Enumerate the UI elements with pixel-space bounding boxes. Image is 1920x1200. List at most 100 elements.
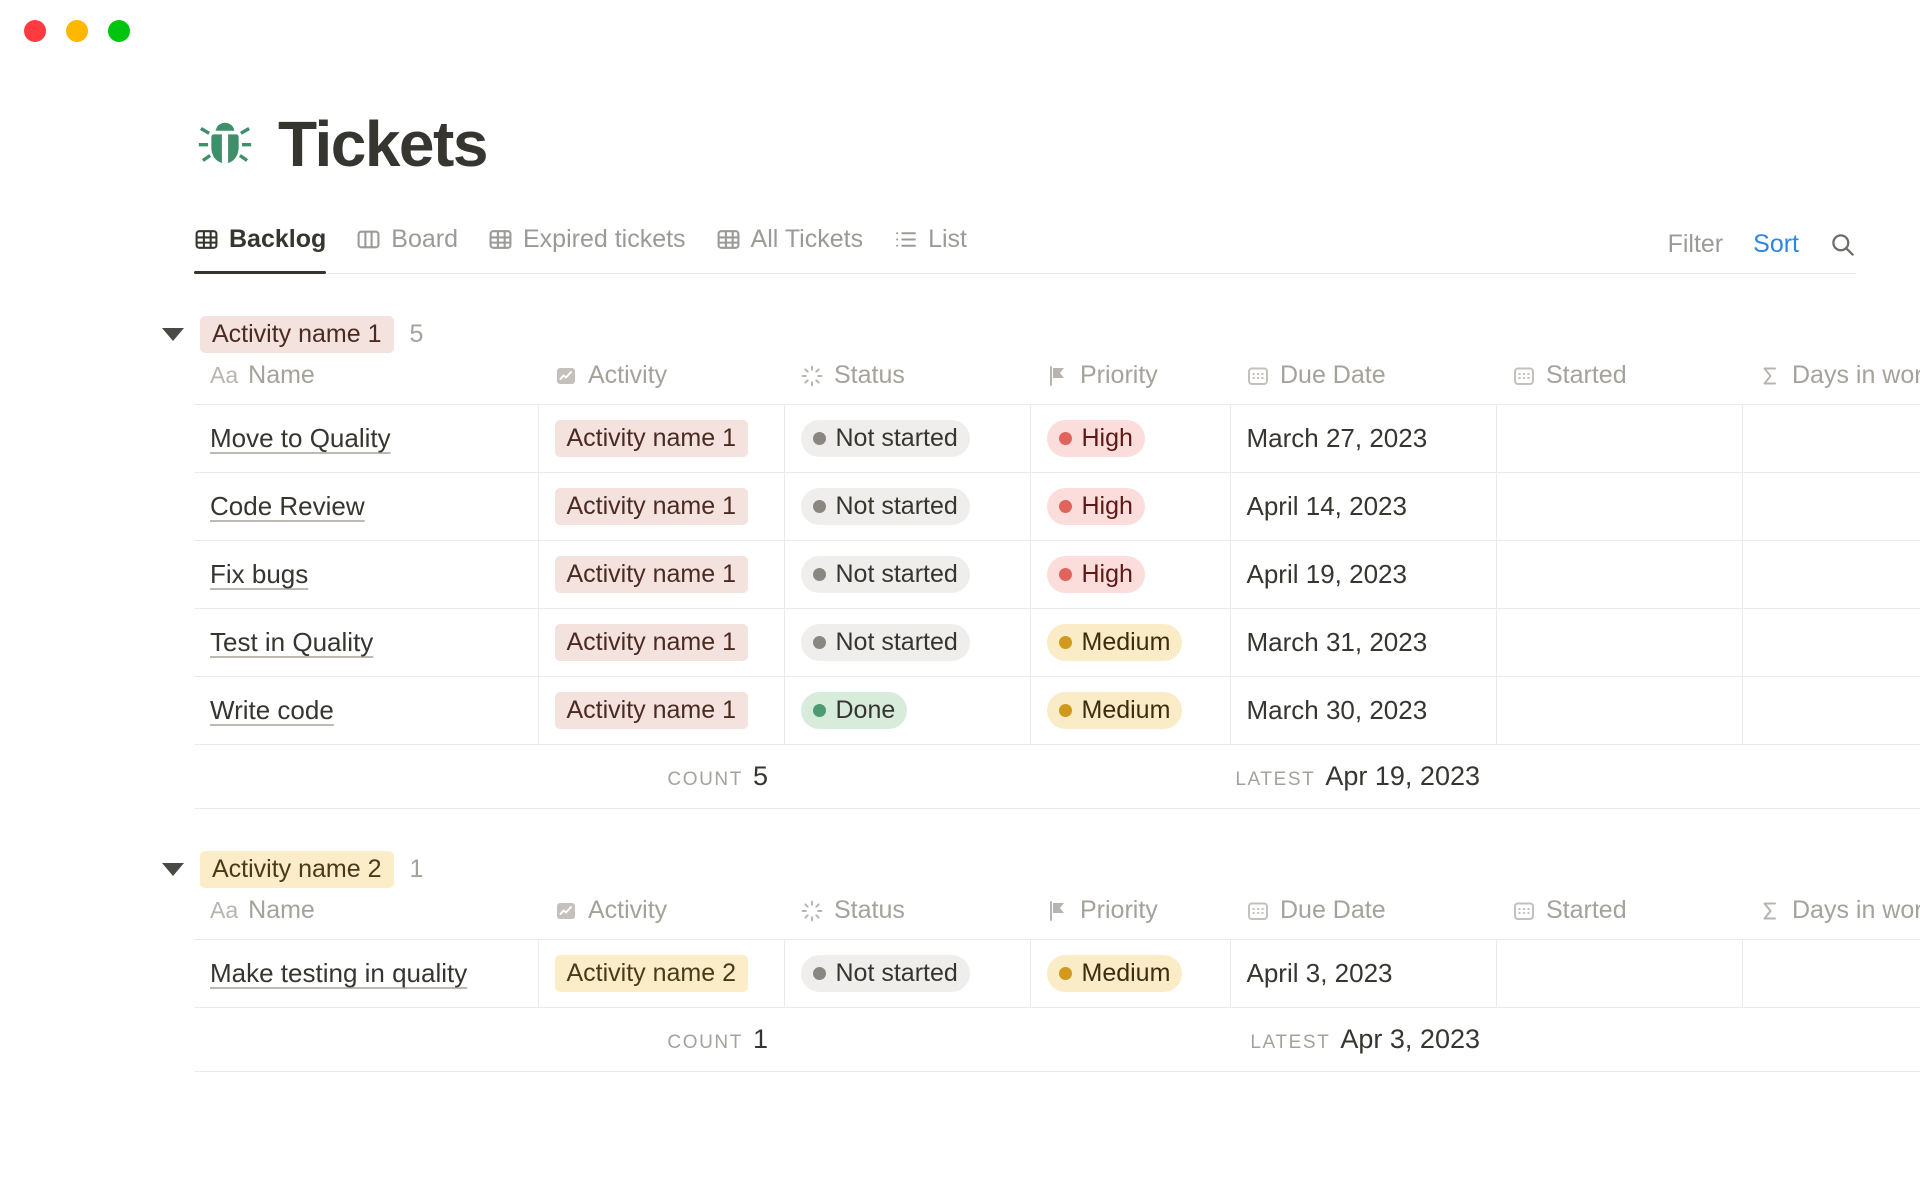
- table-row[interactable]: Write code Activity name 1 Done Medium March…: [194, 676, 1920, 745]
- column-header-due-date[interactable]: Due Date: [1230, 888, 1496, 940]
- column-header-priority[interactable]: Priority: [1030, 888, 1230, 940]
- column-header-status[interactable]: Status: [784, 888, 1030, 940]
- cell-activity[interactable]: Activity name 1: [538, 540, 785, 609]
- cell-due-date[interactable]: March 31, 2023: [1230, 608, 1497, 677]
- column-header-activity[interactable]: Activity: [538, 353, 784, 405]
- table-row[interactable]: Move to Quality Activity name 1 Not starte…: [194, 404, 1920, 473]
- cell-started[interactable]: [1496, 608, 1743, 677]
- search-icon[interactable]: [1829, 231, 1856, 258]
- cell-priority[interactable]: High: [1030, 472, 1231, 541]
- summary-empty-priority[interactable]: [1030, 744, 1230, 809]
- cell-name[interactable]: Fix bugs: [194, 540, 539, 609]
- cell-priority[interactable]: Medium: [1030, 608, 1231, 677]
- table-icon: [716, 227, 741, 252]
- summary-count-cell[interactable]: COUNT 5: [538, 744, 784, 809]
- summary-latest-cell[interactable]: LATEST Apr 19, 2023: [1230, 744, 1496, 809]
- cell-days-in-work[interactable]: [1742, 404, 1920, 473]
- summary-empty-priority[interactable]: [1030, 1007, 1230, 1072]
- tab-list[interactable]: List: [893, 218, 967, 273]
- tab-board-label: Board: [391, 224, 458, 253]
- row-title-link[interactable]: Test in Quality: [210, 627, 374, 657]
- cell-days-in-work[interactable]: [1742, 939, 1920, 1008]
- cell-activity[interactable]: Activity name 1: [538, 608, 785, 677]
- cell-status[interactable]: Not started: [784, 540, 1031, 609]
- cell-priority[interactable]: Medium: [1030, 939, 1231, 1008]
- filter-button[interactable]: Filter: [1667, 230, 1724, 258]
- cell-priority[interactable]: High: [1030, 540, 1231, 609]
- cell-activity[interactable]: Activity name 1: [538, 676, 785, 745]
- column-header-status[interactable]: Status: [784, 353, 1030, 405]
- column-header-name[interactable]: Aa Name: [194, 888, 538, 940]
- cell-name[interactable]: Test in Quality: [194, 608, 539, 677]
- cell-days-in-work[interactable]: [1742, 472, 1920, 541]
- group-header-activity-name-1[interactable]: Activity name 1 5: [162, 316, 1920, 353]
- column-header-days-in-work[interactable]: Days in work: [1742, 353, 1920, 405]
- column-header-started[interactable]: Started: [1496, 888, 1742, 940]
- sort-button[interactable]: Sort: [1753, 230, 1799, 258]
- cell-status[interactable]: Not started: [784, 472, 1031, 541]
- table-row[interactable]: Test in Quality Activity name 1 Not starte…: [194, 608, 1920, 677]
- cell-name[interactable]: Write code: [194, 676, 539, 745]
- column-header-started[interactable]: Started: [1496, 353, 1742, 405]
- cell-days-in-work[interactable]: [1742, 540, 1920, 609]
- summary-empty-started[interactable]: [1496, 744, 1742, 809]
- cell-due-date[interactable]: April 14, 2023: [1230, 472, 1497, 541]
- row-title-link[interactable]: Move to Quality: [210, 423, 391, 453]
- cell-priority[interactable]: High: [1030, 404, 1231, 473]
- cell-name[interactable]: Code Review: [194, 472, 539, 541]
- group-header-activity-name-2[interactable]: Activity name 2 1: [162, 851, 1920, 888]
- cell-activity[interactable]: Activity name 1: [538, 404, 785, 473]
- cell-started[interactable]: [1496, 404, 1743, 473]
- cell-started[interactable]: [1496, 540, 1743, 609]
- maximize-button[interactable]: [108, 20, 130, 42]
- table-row[interactable]: Fix bugs Activity name 1 Not started High Ap…: [194, 540, 1920, 609]
- cell-status[interactable]: Not started: [784, 608, 1031, 677]
- chevron-down-icon[interactable]: [162, 863, 184, 876]
- cell-activity[interactable]: Activity name 2: [538, 939, 785, 1008]
- summary-empty-started[interactable]: [1496, 1007, 1742, 1072]
- row-title-link[interactable]: Code Review: [210, 491, 365, 521]
- table-row[interactable]: Code Review Activity name 1 Not started Hig…: [194, 472, 1920, 541]
- cell-due-date[interactable]: March 30, 2023: [1230, 676, 1497, 745]
- cell-name[interactable]: Make testing in quality: [194, 939, 539, 1008]
- cell-started[interactable]: [1496, 676, 1743, 745]
- summary-count-cell[interactable]: COUNT 1: [538, 1007, 784, 1072]
- activity-tag: Activity name 1: [554, 420, 749, 457]
- cell-due-date[interactable]: April 3, 2023: [1230, 939, 1497, 1008]
- close-button[interactable]: [24, 20, 46, 42]
- cell-priority[interactable]: Medium: [1030, 676, 1231, 745]
- cell-days-in-work[interactable]: [1742, 608, 1920, 677]
- table-row[interactable]: Make testing in quality Activity name 2 No…: [194, 939, 1920, 1008]
- row-title-link[interactable]: Fix bugs: [210, 559, 309, 589]
- column-header-days-in-work[interactable]: Days in work: [1742, 888, 1920, 940]
- row-title-link[interactable]: Make testing in quality: [210, 958, 468, 988]
- cell-name[interactable]: Move to Quality: [194, 404, 539, 473]
- cell-due-date[interactable]: April 19, 2023: [1230, 540, 1497, 609]
- tab-board[interactable]: Board: [356, 218, 458, 273]
- column-header-name[interactable]: Aa Name: [194, 353, 538, 405]
- column-header-priority[interactable]: Priority: [1030, 353, 1230, 405]
- summary-latest-cell[interactable]: LATEST Apr 3, 2023: [1230, 1007, 1496, 1072]
- column-header-activity[interactable]: Activity: [538, 888, 784, 940]
- tab-expired-tickets[interactable]: Expired tickets: [488, 218, 686, 273]
- sigma-icon: [1758, 364, 1782, 388]
- cell-status[interactable]: Not started: [784, 404, 1031, 473]
- minimize-button[interactable]: [66, 20, 88, 42]
- row-title-link[interactable]: Write code: [210, 695, 334, 725]
- summary-empty-days[interactable]: [1742, 1007, 1920, 1072]
- cell-started[interactable]: [1496, 939, 1743, 1008]
- chevron-down-icon[interactable]: [162, 328, 184, 341]
- cell-due-date[interactable]: March 27, 2023: [1230, 404, 1497, 473]
- cell-status[interactable]: Done: [784, 676, 1031, 745]
- cell-started[interactable]: [1496, 472, 1743, 541]
- cell-days-in-work[interactable]: [1742, 676, 1920, 745]
- summary-empty-days[interactable]: [1742, 744, 1920, 809]
- cell-activity[interactable]: Activity name 1: [538, 472, 785, 541]
- summary-empty-status[interactable]: [784, 744, 1030, 809]
- tab-all-tickets[interactable]: All Tickets: [716, 218, 863, 273]
- column-header-due-date[interactable]: Due Date: [1230, 353, 1496, 405]
- page-header: Tickets: [194, 112, 1920, 176]
- tab-backlog[interactable]: Backlog: [194, 218, 327, 274]
- cell-status[interactable]: Not started: [784, 939, 1031, 1008]
- summary-empty-status[interactable]: [784, 1007, 1030, 1072]
